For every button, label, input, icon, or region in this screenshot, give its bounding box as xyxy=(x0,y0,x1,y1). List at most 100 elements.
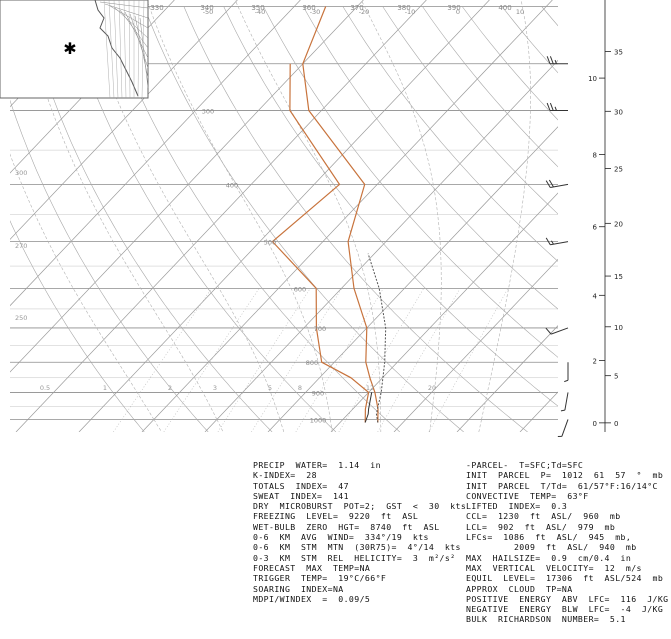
parcel-line-text: MAX VERTICAL VELOCITY= 12 m/s xyxy=(466,562,642,573)
km-label: 6 xyxy=(593,224,598,232)
parcel-line-text: EQUIL LEVEL= 17306 ft ASL/524 mb xyxy=(466,573,664,584)
kft-label: 10 xyxy=(614,324,623,332)
index-line: PRECIP WATER= 1.14 in xyxy=(253,460,381,470)
dry-adiabat-280 xyxy=(64,6,337,432)
isotherm--60 xyxy=(10,0,301,307)
map-border xyxy=(124,11,149,59)
pressure-label-800: 800 xyxy=(306,359,318,367)
dry-adiabat-260 xyxy=(10,99,209,432)
theta-label: 340 xyxy=(200,4,213,12)
map-border xyxy=(118,0,123,99)
index-line: MDPI/WINDEX = 0.09/5 xyxy=(253,593,371,604)
map-border xyxy=(139,17,149,89)
index-line: SWEAT INDEX= 141 xyxy=(253,490,349,501)
isotherm-50 xyxy=(583,0,671,432)
isotherm-20 xyxy=(393,258,558,432)
km-label: 0 xyxy=(593,420,597,428)
parcel-line-text: INIT PARCEL T/Td= 61/57°F:16/14°C xyxy=(466,480,658,491)
isotherm--10 xyxy=(204,59,558,432)
index-line: SOARING INDEX=NA xyxy=(253,583,344,594)
theta-label: 370 xyxy=(350,4,363,12)
wind-barb-flag-500 xyxy=(550,240,554,245)
index-line: 0-3 KM STM REL HELICITY= 3 m²/s² xyxy=(253,552,456,563)
dry-adiabat-290 xyxy=(104,6,401,432)
map-border xyxy=(123,0,127,99)
index-line: FORECAST MAX TEMP=NA xyxy=(253,562,371,573)
dry-adiabat-250 xyxy=(10,220,145,432)
theta-label: 380 xyxy=(397,4,410,12)
temp-label: -40 xyxy=(255,8,266,16)
dry-adiabat-420 xyxy=(621,7,671,433)
wind-barb-flag-400 xyxy=(548,179,554,188)
mixing-ratio-label: 5 xyxy=(268,384,272,392)
map-border xyxy=(137,0,140,99)
moist-adiabat--10 xyxy=(19,0,224,432)
km-label: 8 xyxy=(593,151,597,159)
dry-adiabat-350 xyxy=(342,6,558,262)
moist-adiabat--20 xyxy=(10,153,162,432)
map-border xyxy=(128,0,131,99)
index-line: FREEZING LEVEL= 9220 ft ASL xyxy=(253,511,419,522)
isotherm-0 xyxy=(267,126,558,432)
theta-label: 390 xyxy=(447,4,460,12)
dry-adiabat-320 xyxy=(223,6,558,407)
wind-barb-flag-700 xyxy=(545,327,552,335)
map-border xyxy=(141,0,145,99)
mixing-ratio-label: 2 xyxy=(168,384,172,392)
dry-adiabat-430 xyxy=(661,7,671,433)
wind-barb-staff-900 xyxy=(564,392,569,411)
wind-barb-flag-300 xyxy=(546,102,551,111)
dry-adiabat-330 xyxy=(263,6,558,358)
mixing-ratio-label: 12 xyxy=(366,384,374,392)
wind-barb-staff-700 xyxy=(550,327,569,335)
parcel-line-text: BULK RICHARDSON NUMBER= 5.1 xyxy=(466,614,626,625)
pressure-label-400: 400 xyxy=(226,181,238,189)
temp-label: -50 xyxy=(203,8,214,16)
dry-adiabat-270 xyxy=(24,6,273,432)
wind-barb-flag-300 xyxy=(549,102,554,111)
isotherm-40 xyxy=(519,391,558,432)
moist-adiabat-0 xyxy=(81,0,285,432)
kft-label: 15 xyxy=(614,273,623,281)
moist-adiabat-8 xyxy=(146,0,333,432)
dry-adiabat-380 xyxy=(461,6,558,121)
wind-barb-flag-300 xyxy=(554,106,557,111)
mixing-ratio-label: 20 xyxy=(428,384,436,392)
theta-label: 330 xyxy=(150,4,163,12)
left-edge-label: 250 xyxy=(15,314,27,322)
parcel-line-text: MAX HAILSIZE= 0.9 cm/0.4 in xyxy=(466,552,632,563)
parcel-line-text: CCL= 1230 ft ASL/ 960 mb xyxy=(466,511,621,522)
parcel-dewpoint-line xyxy=(364,392,373,423)
km-label: 4 xyxy=(593,292,598,300)
index-line: K-INDEX= 28 xyxy=(253,470,317,481)
wind-barb-flag-250 xyxy=(546,56,551,64)
moist-adiabat-24 xyxy=(360,0,442,432)
wind-barb-flag-400 xyxy=(545,180,551,188)
stability-indices-left: PRECIP WATER= 1.14 in K-INDEX= 28 TOTALS I… xyxy=(253,460,466,604)
index-line: TOTALS INDEX= 47 xyxy=(253,480,349,491)
kft-label: 30 xyxy=(614,108,623,116)
parcel-line-text: NEGATIVE ENERGY BLW LFC= -4 J/KG xyxy=(466,604,664,615)
wind-barb-flag-800 xyxy=(564,379,569,383)
isotherm-10 xyxy=(330,192,558,432)
dry-adiabat-360 xyxy=(382,6,558,215)
temperature-line xyxy=(302,6,379,423)
index-line: DRY MICROBURST POT=2; GST < 30 kts xyxy=(253,501,467,512)
moist-adiabat-16 xyxy=(234,0,382,432)
pressure-label-300: 300 xyxy=(202,108,214,116)
kft-label: 0 xyxy=(614,420,618,428)
mixing-ratio-20 xyxy=(428,288,509,432)
location-map-inset: ✱ xyxy=(0,0,149,99)
theta-label: 360 xyxy=(302,4,315,12)
isotherm--70 xyxy=(10,0,238,240)
dry-adiabat-400 xyxy=(541,6,558,27)
pressure-label-700: 700 xyxy=(314,325,326,333)
dry-adiabat-390 xyxy=(501,6,558,74)
mixing-ratio-label: 3 xyxy=(213,384,217,392)
dewpoint-line xyxy=(271,63,370,423)
index-line: 0-6 KM AVG WIND= 334°/19 kts xyxy=(253,532,429,543)
map-border xyxy=(129,13,149,69)
pressure-label-600: 600 xyxy=(294,285,306,293)
left-edge-label: 300 xyxy=(15,169,27,177)
